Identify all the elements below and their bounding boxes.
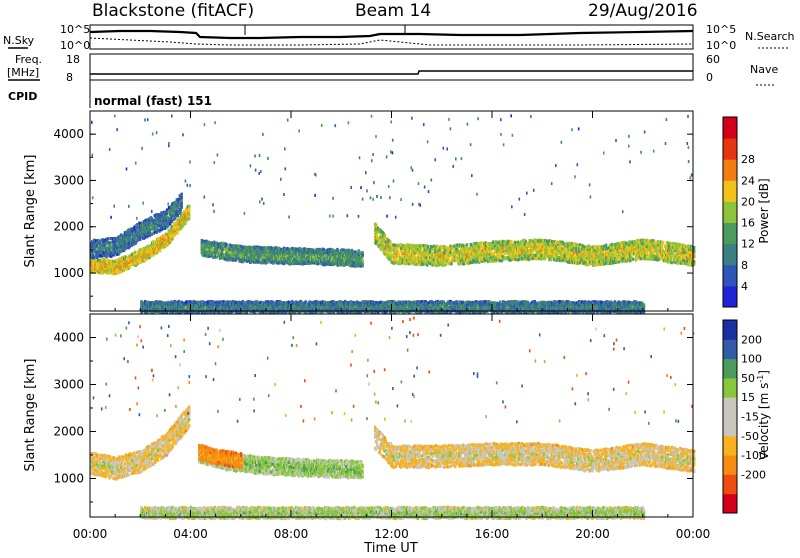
power-data-cell bbox=[510, 240, 512, 243]
date-label: 29/Aug/2016 bbox=[588, 1, 698, 21]
power-data-cell bbox=[181, 205, 183, 208]
nsky-label: N.Sky bbox=[3, 34, 35, 47]
nave-label: Nave bbox=[750, 63, 778, 76]
power-data-cell bbox=[134, 251, 136, 254]
freq-tick-low: 8 bbox=[66, 71, 73, 84]
power-data-cell bbox=[427, 245, 429, 248]
power-scatter bbox=[90, 114, 695, 314]
power-data-cell bbox=[550, 258, 552, 261]
power-data-cell bbox=[426, 263, 428, 266]
freq-nave-panel: Freq. [MHz] 18 8 60 0 Nave bbox=[7, 53, 778, 85]
power-data-cell bbox=[361, 259, 363, 262]
power-data-cell bbox=[466, 243, 468, 246]
power-data-cell bbox=[188, 217, 190, 220]
noise-tick-high-left: 10^5 bbox=[60, 23, 90, 36]
power-data-cell bbox=[107, 237, 109, 240]
freq-tick-high: 18 bbox=[66, 53, 80, 66]
nave-trace bbox=[90, 71, 693, 74]
noise-tick-low-left: 10^0 bbox=[60, 39, 90, 52]
power-data-cell bbox=[389, 241, 391, 244]
power-data-cell bbox=[384, 234, 386, 237]
noise-tick-low-right: 10^0 bbox=[706, 39, 736, 52]
freq-label: Freq. bbox=[15, 53, 42, 66]
power-data-cell bbox=[361, 251, 363, 254]
power-data-cell bbox=[172, 237, 174, 240]
nsearch-trace bbox=[90, 38, 693, 45]
power-data-cell bbox=[450, 262, 452, 265]
nsearch-label: N.Search bbox=[745, 30, 795, 43]
power-data-cell bbox=[632, 258, 634, 261]
beam-label: Beam 14 bbox=[355, 1, 431, 21]
power-data-cell bbox=[532, 251, 534, 254]
station-title: Blackstone (fitACF) bbox=[92, 1, 254, 21]
nave-tick-low: 0 bbox=[706, 71, 713, 84]
power-data-cell bbox=[188, 207, 190, 210]
power-data-cell bbox=[188, 205, 190, 208]
cpid-value: normal (fast) 151 bbox=[94, 94, 212, 108]
noise-tick-high-right: 10^5 bbox=[706, 23, 736, 36]
power-data-cell bbox=[188, 213, 190, 216]
power-data-cell bbox=[305, 300, 307, 303]
power-data-cell bbox=[180, 210, 182, 213]
power-data-cell bbox=[463, 262, 465, 265]
nave-tick-high: 60 bbox=[706, 53, 720, 66]
freq-unit: [MHz] bbox=[7, 66, 39, 79]
power-data-cell bbox=[398, 253, 400, 256]
nsky-trace bbox=[90, 31, 693, 38]
power-data-cell bbox=[662, 241, 664, 244]
power-data-cell bbox=[397, 250, 399, 253]
cpid-label: CPID bbox=[8, 90, 37, 103]
power-data-cell bbox=[181, 196, 183, 199]
power-data-cell bbox=[159, 249, 161, 252]
noise-panel: N.Sky 10^5 10^0 10^5 10^0 N.Search bbox=[3, 23, 795, 52]
power-data-cell bbox=[376, 234, 378, 237]
power-data-cell bbox=[605, 244, 607, 247]
cpid-row: CPID normal (fast) 151 bbox=[8, 80, 212, 108]
power-data-cell bbox=[181, 193, 183, 196]
